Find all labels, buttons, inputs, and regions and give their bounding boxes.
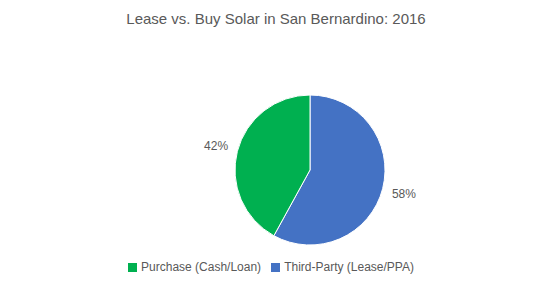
html-text:Purchase (Cash/Loan): Purchase (Cash/Loan) (141, 260, 262, 274)
svg-text:42%: 42% (204, 139, 228, 153)
html-text:Third-Party (Lease/PPA): Third-Party (Lease/PPA) (284, 260, 414, 274)
svg-text:58%: 58% (392, 187, 416, 201)
html-text:Lease vs. Buy Solar in San Ber: Lease vs. Buy Solar in San Bernardino: 2… (126, 10, 426, 27)
